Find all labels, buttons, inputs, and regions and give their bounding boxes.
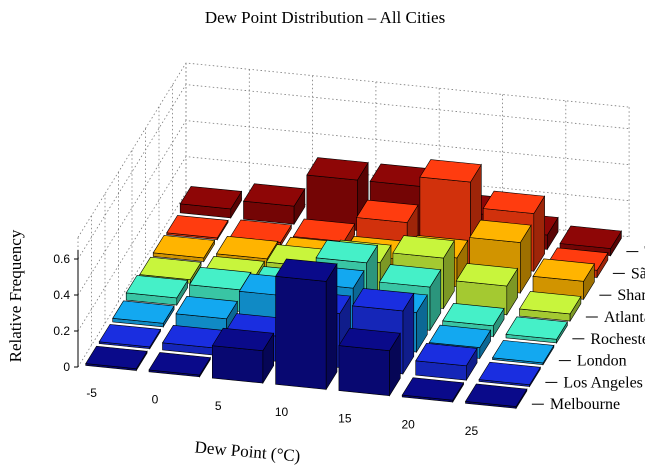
bar-top-face [315,239,379,264]
bar-top-face [401,377,465,401]
city-tick-label: Shanghai [617,287,645,304]
bar-los-angeles-25 [478,361,541,388]
bar-rochester--5 [125,275,189,307]
z-tick-label: 0 [63,360,70,374]
bar-top-face [306,157,369,181]
bar-rochester-25 [505,316,568,344]
city-tick-label: São Paulo [631,265,645,282]
bar-side-face [325,262,338,391]
city-tick-label: Los Angeles [563,374,643,391]
bar-top-face [179,186,243,210]
z-tick-label: 0.4 [53,288,70,302]
bar-top-face [166,215,229,239]
city-tick-label: Rochester [590,331,645,348]
bar-top-face [464,383,528,407]
bar-melbourne-10 [275,258,338,391]
bar-top-face [188,266,252,291]
bar-top-face [242,183,306,207]
bar-top-face [455,263,519,287]
bar-top-face [148,352,211,376]
bar-melbourne-5 [211,327,275,385]
bar-top-face [469,219,532,243]
bar-top-face [112,300,175,324]
city-tick-label: Melbourne [550,396,620,413]
bar-top-face [505,316,568,340]
bar-top-face [428,324,492,348]
bar-top-face [338,327,401,352]
bar-top-face [478,361,541,386]
bar-shanghai--5 [152,235,216,263]
grid-line [77,84,630,260]
bar-top-face [139,256,202,281]
bar-top-face [442,302,505,327]
bar-s-o-paulo--5 [166,215,229,241]
bar-top-face [356,199,419,223]
bar-top-face [392,235,455,259]
bar-top-face [292,218,356,242]
bar-top-face [491,340,555,364]
bar-los-angeles--5 [98,324,162,350]
grid-line [77,62,630,238]
bar-top-face [175,295,238,320]
bar-melbourne-25 [464,383,528,410]
bar-top-face [532,258,595,282]
bar-front-face [275,275,327,390]
bar-tokyo-0 [242,183,306,226]
x-tick-label: 25 [465,424,479,438]
x-tick-label: 15 [338,411,352,425]
x-tick-label: -5 [86,386,97,400]
bar-top-face [419,159,482,183]
bar-london--5 [112,300,175,328]
chart-title: Dew Point Distribution – All Cities [205,8,445,27]
bar-london-25 [491,340,555,366]
bar-top-face [125,275,189,299]
bar-top-face [482,190,546,214]
z-axis-label: Relative Frequency [6,229,25,362]
bar-top-face [415,342,478,367]
bar-atlanta-25 [518,291,582,323]
x-tick-label: 0 [152,392,159,406]
city-tick-label: London [577,353,627,370]
x-tick-label: 20 [401,418,415,432]
grid-line [77,120,630,296]
bar-top-face [518,291,582,315]
x-axis-label: Dew Point (°C) [194,437,301,465]
city-tick-label: Atlanta [604,309,645,326]
axis-labels: 0 0.2 0.4 0.6 -5 0 5 10 15 20 25 Melbourne Los Angel… [53,244,645,438]
bar-top-face [85,345,148,370]
bar-top-face [275,258,338,282]
bar-top-face [215,235,279,260]
grid-line [77,156,630,332]
x-tick-label: 5 [215,399,222,413]
bar-melbourne-15 [338,327,401,397]
bar-top-face [351,288,415,312]
bar-top-face [152,235,216,259]
bar-melbourne--5 [85,345,148,372]
bar-front-face [212,345,264,384]
x-tick-label: 10 [275,405,289,419]
grid-line [77,192,630,368]
bar-tokyo--5 [179,186,243,219]
bar-top-face [98,324,162,348]
bar-top-face [559,225,622,249]
bar-melbourne-20 [401,377,465,404]
bar-los-angeles-20 [415,342,478,382]
bars [85,157,622,410]
bar-front-face [338,345,390,397]
bar-top-face [211,327,275,352]
z-tick-label: 0.2 [53,324,70,338]
bar-top-face [378,264,442,288]
z-tick-label: 0.6 [53,252,70,266]
bar-melbourne-0 [148,352,211,378]
